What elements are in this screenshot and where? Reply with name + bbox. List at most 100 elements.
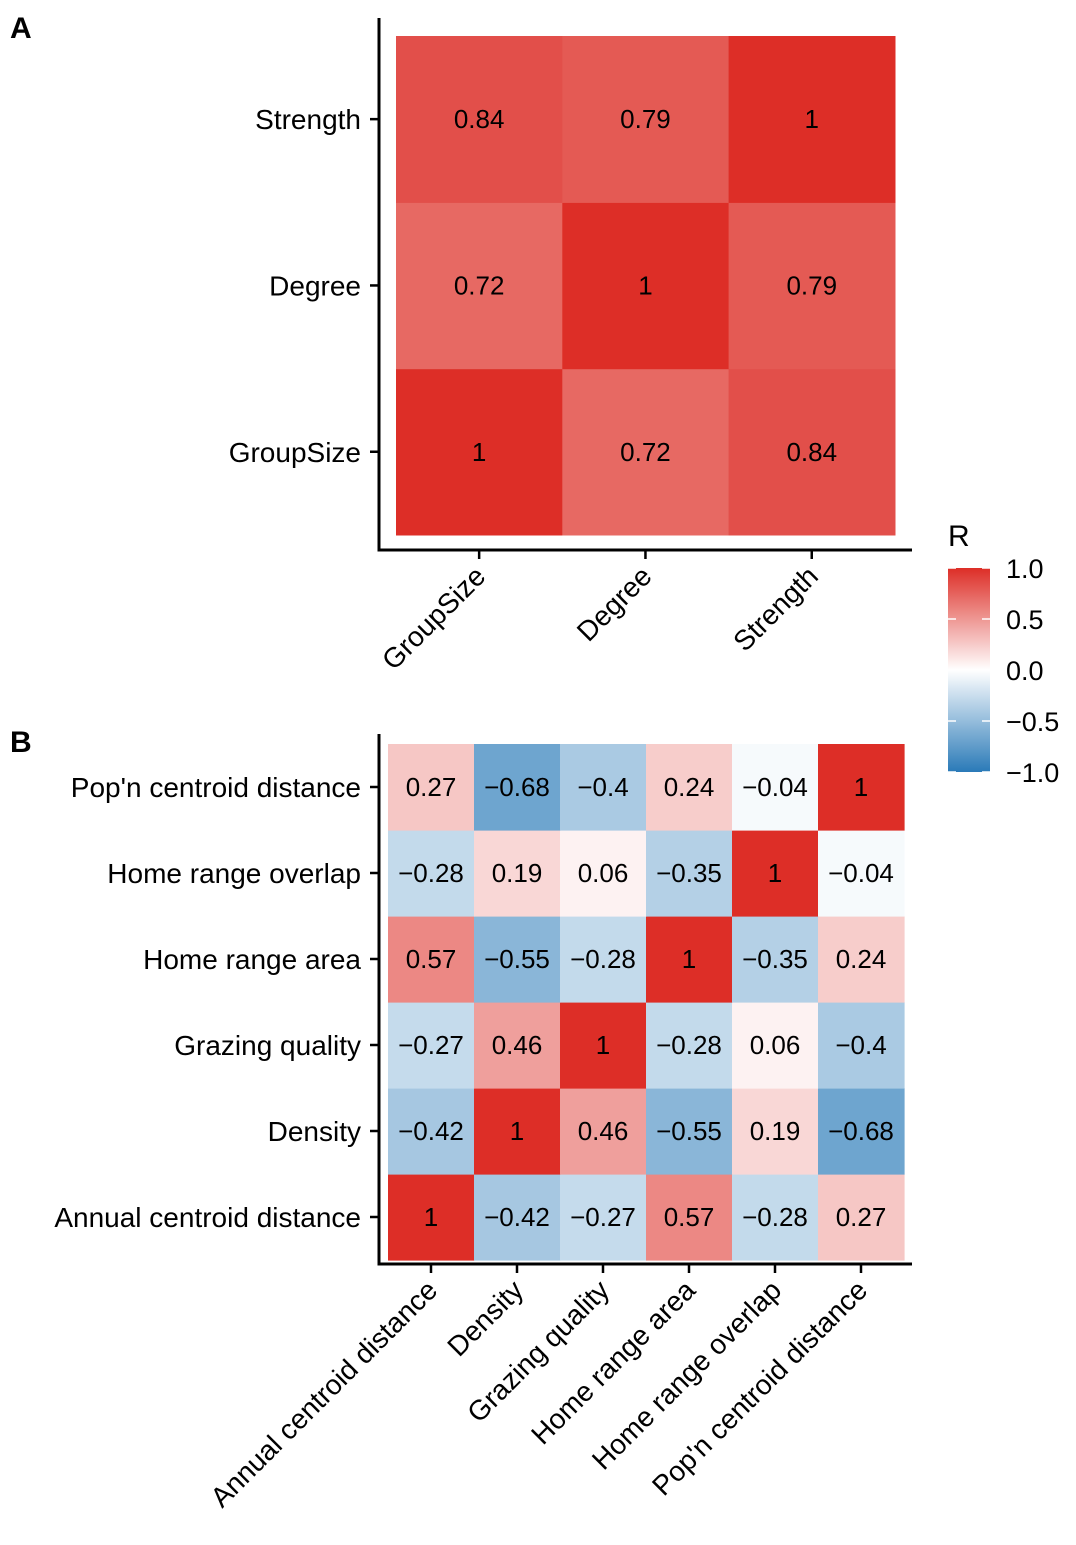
heatmap-cell xyxy=(560,744,647,831)
heatmap-cell xyxy=(818,1002,905,1089)
y-tick-label: Pop'n centroid distance xyxy=(71,772,361,803)
panel-a: A 1 0.72 0.84 0.72 1 0.79 0.84 0.79 1 GroupSize Deg… xyxy=(10,12,912,676)
heatmap-cell xyxy=(560,1002,647,1089)
heatmap-cell xyxy=(732,1174,819,1261)
cell-value-label: −0.28 xyxy=(656,1030,722,1060)
x-tick-label: Home range area xyxy=(525,1274,701,1450)
heatmap-cell xyxy=(818,744,905,831)
x-tick-label: Density xyxy=(441,1274,529,1362)
heatmap-cell xyxy=(646,916,733,1003)
heatmap-cell xyxy=(396,36,563,203)
cell-value-label: −0.42 xyxy=(398,1116,464,1146)
heatmap-cell xyxy=(388,830,475,917)
panel-label: B xyxy=(10,726,32,759)
cell-value-label: −0.4 xyxy=(577,772,628,802)
y-tick-label: Home range overlap xyxy=(107,858,361,889)
heatmap-cell xyxy=(732,916,819,1003)
heatmap-cell xyxy=(562,368,730,536)
heatmap-cell xyxy=(732,744,819,831)
cell-value-label: −0.68 xyxy=(484,772,550,802)
cell-value-label: 0.46 xyxy=(578,1116,629,1146)
cell-value-label: −0.55 xyxy=(484,944,550,974)
heatmap-cell xyxy=(474,1174,561,1261)
heatmap-cell xyxy=(388,1174,475,1261)
y-tick-label: Degree xyxy=(269,270,361,301)
cell-value-label: 0.84 xyxy=(786,437,837,467)
cell-value-label: −0.35 xyxy=(742,944,808,974)
heatmap-cell xyxy=(646,830,733,917)
y-tick-label: Density xyxy=(268,1116,361,1147)
legend-title: R xyxy=(948,520,970,553)
x-tick-label: Strength xyxy=(727,560,824,657)
heatmap-cell xyxy=(474,830,561,917)
legend-tick-label: 1.0 xyxy=(1006,554,1044,584)
heatmap-cell xyxy=(560,1174,647,1261)
heatmap-cell xyxy=(732,830,819,917)
cell-value-label: −0.55 xyxy=(656,1116,722,1146)
cell-value-label: 1 xyxy=(596,1030,610,1060)
heatmap-cell xyxy=(818,1174,905,1261)
cell-value-label: 1 xyxy=(854,772,868,802)
heatmap-cell xyxy=(646,1174,733,1261)
heatmap-cell xyxy=(818,916,905,1003)
cell-value-label: −0.35 xyxy=(656,858,722,888)
cell-value-label: 0.72 xyxy=(620,437,671,467)
y-tick-label: Home range area xyxy=(143,944,361,975)
heatmap-cell xyxy=(646,1088,733,1175)
heatmap-cell xyxy=(646,744,733,831)
y-tick-label: GroupSize xyxy=(229,437,361,468)
cell-value-label: −0.4 xyxy=(835,1030,886,1060)
cell-value-label: 0.24 xyxy=(664,772,715,802)
cell-value-label: 0.79 xyxy=(620,104,671,134)
heatmap-cell xyxy=(388,916,475,1003)
heatmap-cell xyxy=(474,1088,561,1175)
cell-value-label: 0.24 xyxy=(836,944,887,974)
cell-value-label: 0.84 xyxy=(454,104,505,134)
cell-value-label: 0.72 xyxy=(454,270,505,300)
cell-value-label: −0.68 xyxy=(828,1116,894,1146)
heatmap-cell xyxy=(818,1088,905,1175)
legend-tick-label: 0.0 xyxy=(1006,656,1044,686)
cell-value-label: 0.57 xyxy=(406,944,457,974)
y-tick-label: Annual centroid distance xyxy=(54,1202,361,1233)
x-tick-label: Degree xyxy=(571,560,658,647)
cell-value-label: −0.27 xyxy=(570,1202,636,1232)
cell-value-label: 1 xyxy=(472,437,486,467)
cell-value-label: 0.46 xyxy=(492,1030,543,1060)
cell-value-label: 1 xyxy=(682,944,696,974)
heatmap-cell xyxy=(388,1088,475,1175)
heatmap-cell xyxy=(818,830,905,917)
y-tick-label: Grazing quality xyxy=(174,1030,361,1061)
cell-value-label: 0.19 xyxy=(750,1116,801,1146)
heatmap-cell xyxy=(474,916,561,1003)
heatmap-cell xyxy=(560,830,647,917)
y-tick-label: Strength xyxy=(255,104,361,135)
cell-value-label: −0.28 xyxy=(742,1202,808,1232)
heatmap-cell xyxy=(474,744,561,831)
heatmap-cell xyxy=(560,916,647,1003)
color-legend: R 1.0 0.5 0.0 −0.5 −1.0 xyxy=(948,520,1059,788)
legend-tick-label: −1.0 xyxy=(1006,758,1059,788)
heatmap-cell xyxy=(388,744,475,831)
cell-value-label: 1 xyxy=(805,104,819,134)
heatmap-cell xyxy=(732,1088,819,1175)
cell-value-label: 0.27 xyxy=(836,1202,887,1232)
cell-value-label: 1 xyxy=(424,1202,438,1232)
cell-value-label: 0.06 xyxy=(750,1030,801,1060)
cell-value-label: −0.42 xyxy=(484,1202,550,1232)
cell-value-label: −0.27 xyxy=(398,1030,464,1060)
heatmap-cell xyxy=(388,1002,475,1089)
heatmap-cell xyxy=(562,202,730,370)
cell-value-label: −0.28 xyxy=(570,944,636,974)
heatmap-cell xyxy=(396,368,563,536)
heatmap-cell xyxy=(396,202,563,370)
cell-value-label: 0.57 xyxy=(664,1202,715,1232)
legend-tick-label: −0.5 xyxy=(1006,707,1059,737)
cell-value-label: −0.28 xyxy=(398,858,464,888)
cell-value-label: 1 xyxy=(510,1116,524,1146)
cell-value-label: 0.27 xyxy=(406,772,457,802)
heatmap-cell xyxy=(728,202,896,370)
heatmap-cell xyxy=(560,1088,647,1175)
legend-tick-label: 0.5 xyxy=(1006,605,1044,635)
